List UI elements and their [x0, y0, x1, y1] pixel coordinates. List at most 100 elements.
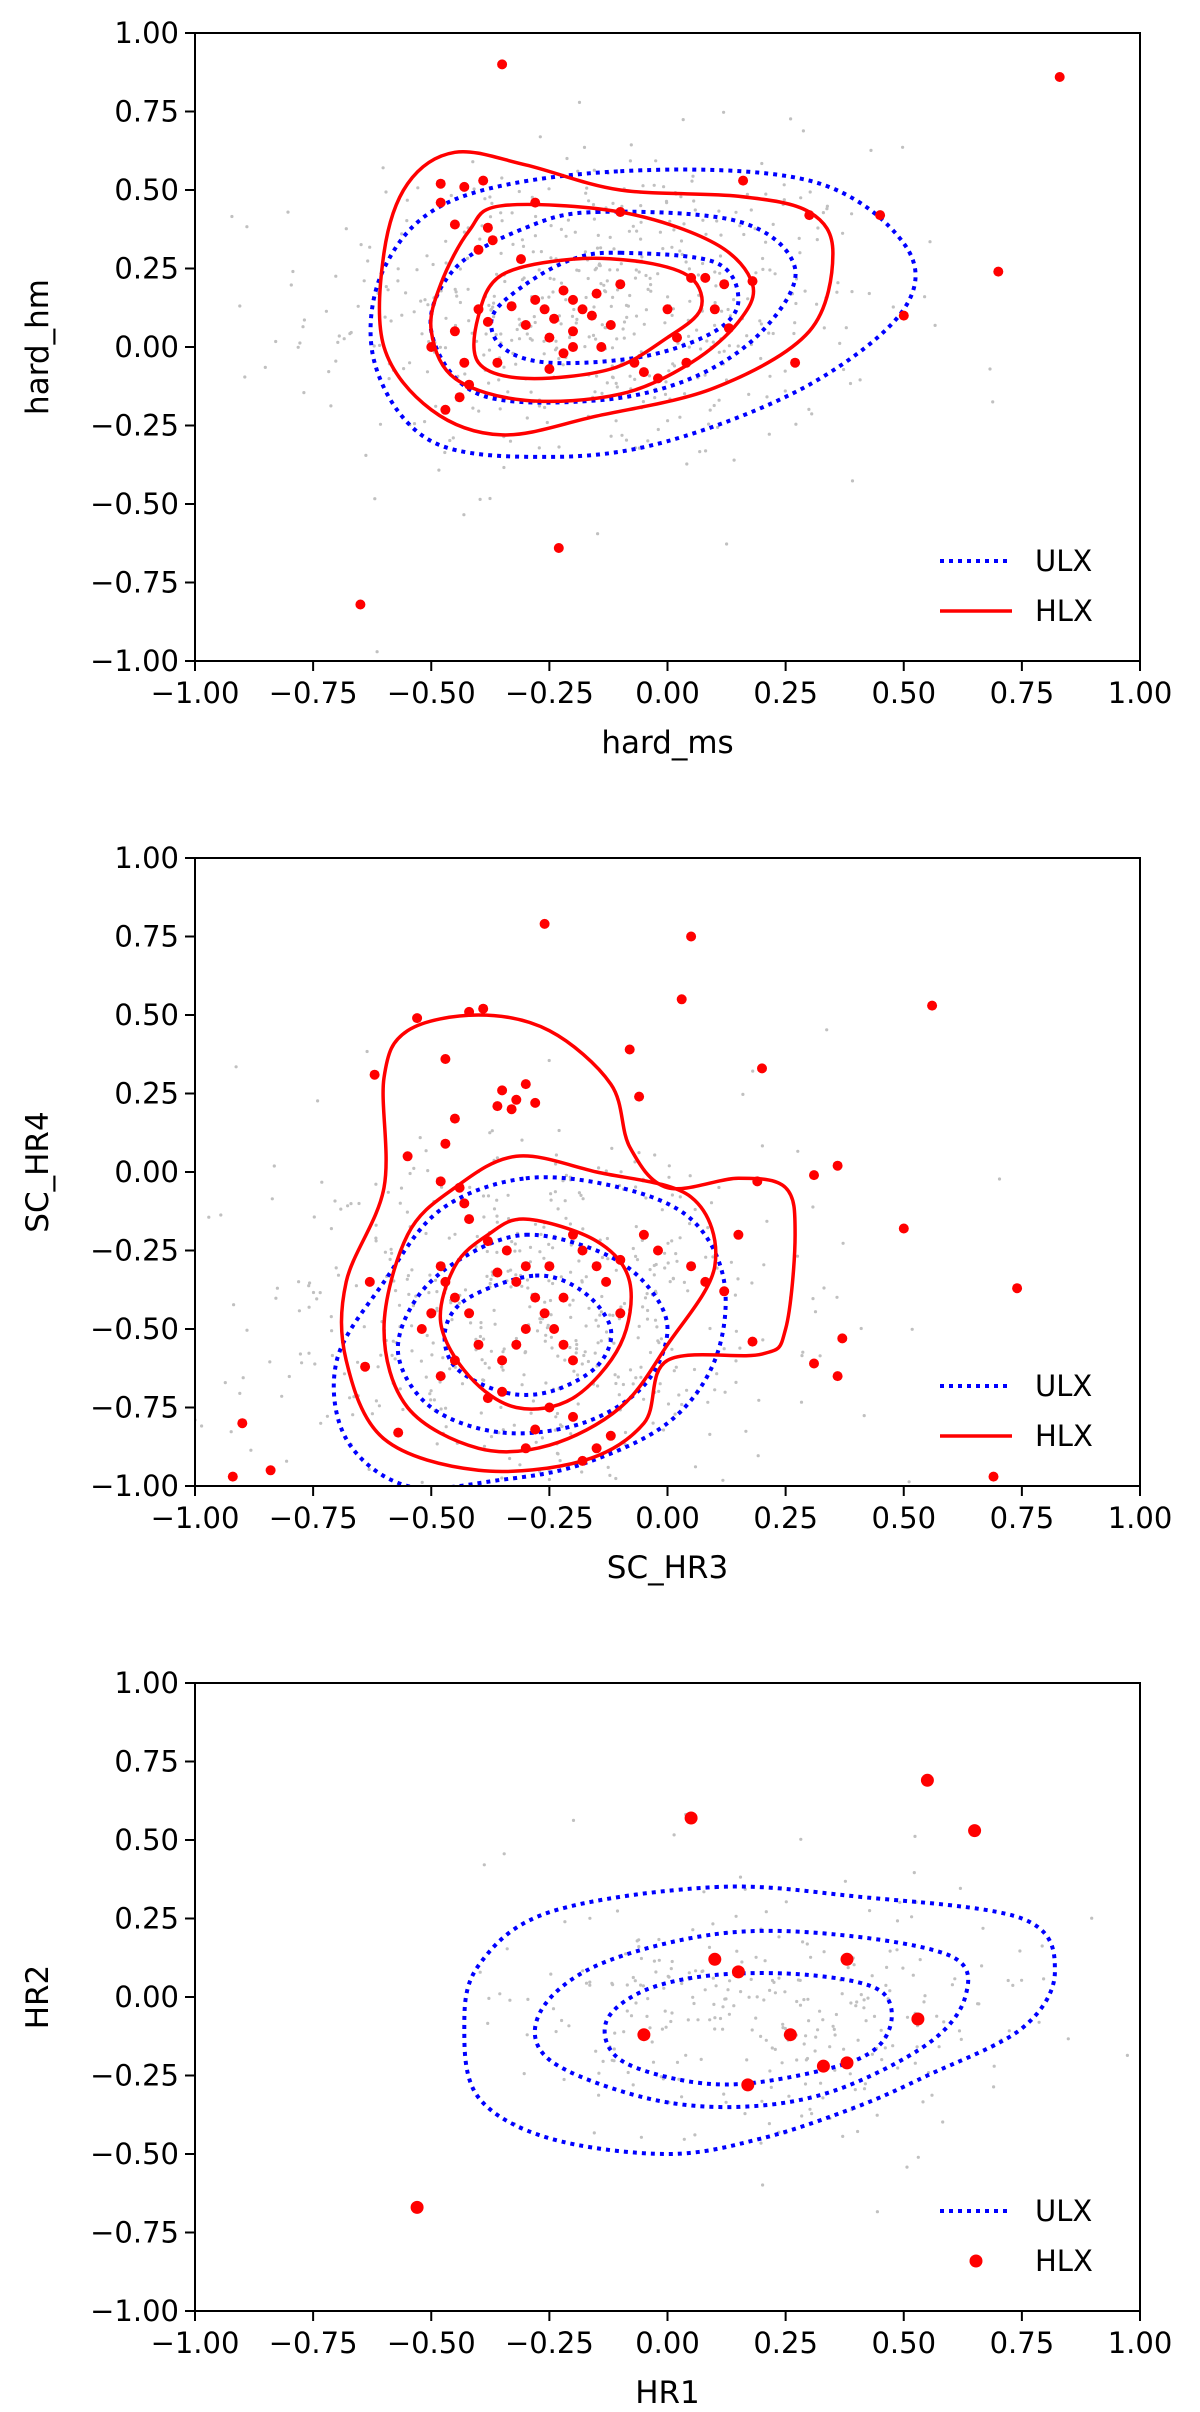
background-point — [478, 1334, 482, 1339]
background-point — [494, 333, 498, 337]
y-tick-label: −0.75 — [90, 1391, 179, 1425]
background-point — [433, 1278, 438, 1282]
background-point — [463, 372, 467, 376]
hlx-point — [520, 1324, 531, 1334]
background-point — [551, 290, 555, 294]
background-point — [657, 1341, 661, 1345]
background-point — [275, 1286, 279, 1290]
background-point — [670, 1193, 675, 1197]
background-point — [614, 1268, 618, 1272]
background-point — [435, 1306, 439, 1310]
hlx-point — [464, 1006, 475, 1017]
background-point — [692, 2001, 696, 2006]
hlx-point — [482, 1236, 493, 1247]
background-point — [657, 1958, 661, 1962]
hlx-point — [558, 348, 569, 359]
background-point — [23, 269, 26, 272]
x-tick-label: −0.75 — [269, 1501, 358, 1535]
background-point — [396, 279, 400, 283]
background-point — [408, 361, 412, 365]
hlx-point — [435, 1261, 446, 1272]
background-point — [311, 1290, 316, 1295]
background-point — [624, 438, 629, 442]
background-point — [913, 2061, 917, 2065]
background-point — [623, 1430, 628, 1435]
background-point — [793, 321, 797, 325]
hlx-contour-level-2 — [429, 202, 756, 404]
hlx-point — [723, 323, 734, 334]
background-point — [614, 419, 618, 423]
background-point — [690, 179, 694, 183]
background-point — [672, 228, 676, 232]
background-point — [773, 1991, 778, 1995]
hlx-point — [355, 599, 366, 610]
background-point — [518, 1249, 522, 1253]
background-point — [594, 1318, 598, 1322]
hlx-point — [544, 332, 555, 343]
background-point — [384, 190, 388, 194]
background-point — [475, 1234, 479, 1239]
background-point — [883, 2046, 887, 2050]
hlx-point — [544, 1402, 555, 1413]
background-point — [634, 1185, 638, 1189]
background-point — [410, 1349, 414, 1353]
background-point — [769, 2085, 773, 2089]
background-point — [841, 231, 845, 235]
background-point — [485, 1249, 489, 1254]
background-point — [576, 1402, 580, 1406]
background-point — [688, 299, 692, 303]
background-point — [677, 1393, 681, 1397]
background-point — [622, 320, 627, 324]
background-point — [499, 251, 503, 255]
background-point — [274, 1296, 278, 1300]
background-point — [557, 445, 561, 449]
background-point — [750, 2028, 754, 2032]
background-point — [506, 1193, 510, 1197]
background-point — [652, 183, 656, 187]
x-tick-label: −0.50 — [387, 2326, 476, 2360]
background-point — [569, 1432, 573, 1436]
background-point — [366, 259, 370, 263]
background-point — [754, 271, 758, 275]
background-point — [747, 392, 751, 396]
background-point — [512, 1423, 516, 1427]
background-point — [674, 1365, 678, 1369]
background-point — [514, 1336, 519, 1341]
background-point — [486, 1194, 491, 1198]
background-point — [423, 298, 427, 302]
background-point — [378, 422, 383, 426]
background-point — [808, 190, 812, 194]
hlx-point — [482, 1393, 493, 1404]
y-tick-label: 0.75 — [114, 95, 179, 129]
hlx-point — [482, 222, 493, 233]
background-point — [575, 268, 579, 272]
background-point — [718, 2016, 723, 2021]
hlx-point — [506, 301, 517, 312]
background-point — [410, 1268, 414, 1272]
x-tick-label: −1.00 — [151, 676, 240, 710]
background-point — [663, 2009, 667, 2013]
background-point — [794, 277, 799, 281]
background-point — [548, 1298, 553, 1303]
background-point — [564, 298, 568, 302]
background-point — [440, 1185, 444, 1189]
background-point — [602, 283, 606, 287]
background-point — [490, 201, 494, 205]
background-point — [604, 1330, 609, 1334]
hlx-contour-level-2 — [382, 1154, 718, 1454]
background-point — [835, 290, 839, 294]
background-point — [703, 1988, 707, 1992]
background-point — [483, 1361, 487, 1365]
background-point — [572, 307, 576, 312]
background-point — [614, 1476, 618, 1481]
background-point — [682, 2137, 686, 2141]
background-point — [649, 283, 653, 287]
background-point — [613, 1373, 617, 1377]
background-point — [547, 1242, 551, 1246]
background-point — [405, 198, 409, 202]
background-point — [807, 2019, 811, 2023]
background-point — [453, 287, 457, 291]
background-point — [733, 1293, 738, 1297]
background-point — [626, 2070, 630, 2075]
background-point — [670, 313, 674, 317]
